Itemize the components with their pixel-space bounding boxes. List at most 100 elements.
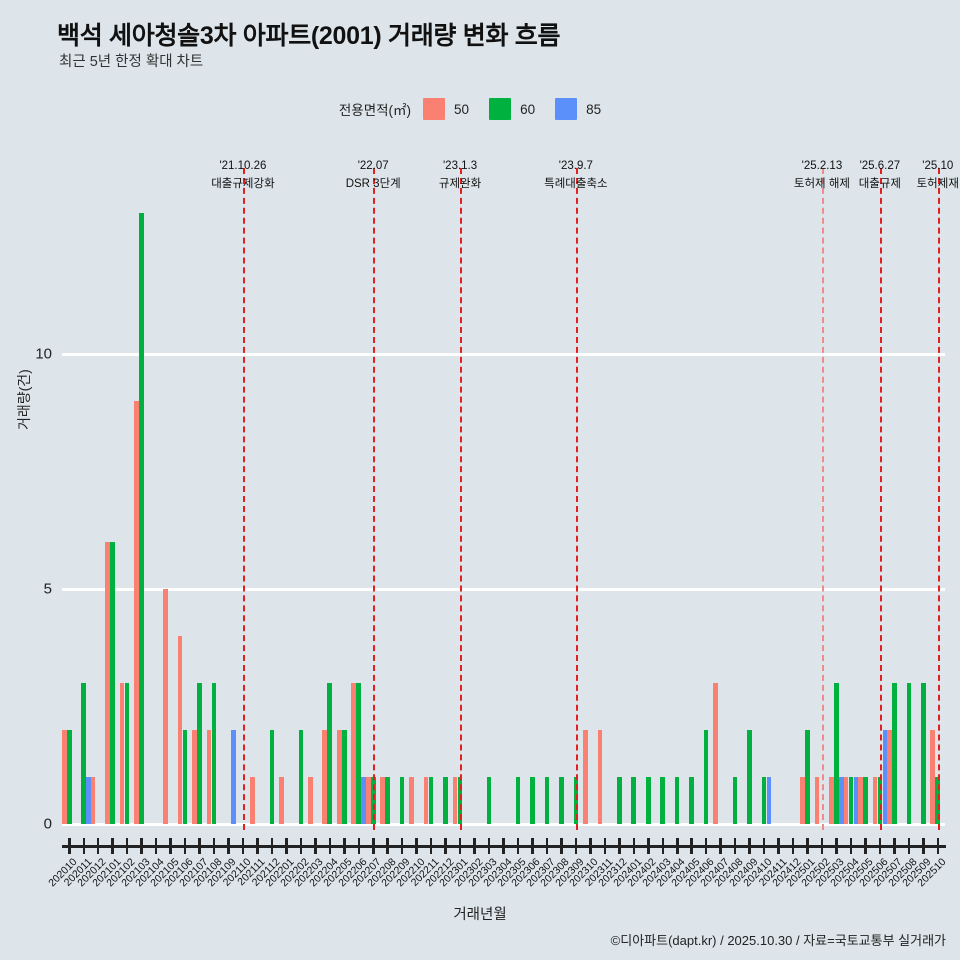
annotation-label-5: '25.6.27 대출규제 — [859, 160, 901, 191]
bar-50-202204 — [322, 730, 328, 824]
annotation-line-2 — [460, 168, 463, 830]
x-tick — [516, 838, 520, 854]
x-tick — [719, 838, 722, 854]
x-tick — [907, 838, 911, 854]
x-tick — [820, 838, 824, 854]
bar-60-202103 — [139, 213, 144, 824]
bar-50-202206 — [351, 683, 357, 824]
x-tick — [473, 838, 476, 854]
bar-60-202204 — [327, 683, 333, 824]
annotation-line-3 — [575, 168, 578, 830]
x-tick — [864, 838, 867, 854]
x-tick — [806, 838, 809, 854]
x-tick — [748, 838, 751, 854]
x-tick — [922, 838, 925, 854]
x-tick — [68, 838, 71, 854]
bar-50-202502 — [814, 777, 820, 824]
bar-60-202108 — [211, 683, 217, 824]
x-axis-title: 거래년월 — [453, 907, 507, 923]
bar-60-202503 — [834, 683, 839, 824]
x-tick — [285, 838, 288, 854]
bar-60-202305 — [515, 777, 521, 824]
x-tick — [372, 838, 375, 854]
annotation-text-0: 대출규제강화 — [211, 178, 275, 190]
x-tick — [458, 838, 462, 854]
bar-50-202205 — [336, 730, 342, 824]
gridline-5 — [62, 587, 945, 591]
x-tick — [386, 838, 389, 854]
annotation-text-6: 토허제재 — [916, 178, 959, 190]
bar-60-202403 — [660, 777, 666, 824]
bar-50-202102 — [119, 683, 125, 824]
legend-label-60: 60 — [520, 101, 536, 117]
annotation-date-0: '21.10.26 — [219, 160, 267, 172]
bar-85-202206 — [361, 777, 367, 824]
bar-50-202207 — [365, 777, 371, 824]
bar-60-202506 — [877, 777, 883, 824]
bar-50-202103 — [134, 401, 139, 824]
bar-60-202401 — [631, 777, 637, 824]
bar-50-202201 — [279, 777, 284, 824]
bar-60-202509 — [920, 683, 926, 824]
x-tick — [878, 838, 882, 854]
legend-title: 전용면적(㎡) — [338, 103, 412, 118]
bar-85-202011 — [86, 777, 91, 824]
x-tick — [936, 838, 940, 854]
legend-item-60[interactable]: 60 — [489, 98, 535, 120]
bar-50-202210 — [409, 777, 414, 824]
bar-60-202011 — [81, 683, 86, 824]
bar-50-202211 — [423, 777, 429, 824]
bar-50-202507 — [887, 730, 892, 824]
bar-50-202311 — [597, 730, 603, 824]
x-tick — [429, 838, 433, 854]
x-tick — [198, 838, 201, 854]
bar-60-202112 — [269, 730, 275, 824]
x-tick — [415, 838, 418, 854]
bar-50-202505 — [858, 777, 863, 824]
bar-60-202202 — [298, 730, 304, 824]
x-tick — [343, 838, 346, 854]
annotation-line-5 — [879, 168, 882, 830]
bar-50-202504 — [843, 777, 849, 824]
gridline-10 — [62, 352, 945, 356]
bar-50-202407 — [713, 683, 718, 824]
x-tick — [545, 838, 549, 854]
bar-60-202206 — [356, 683, 362, 824]
x-tick — [154, 838, 158, 854]
bar-50-202108 — [206, 730, 212, 824]
bar-60-202504 — [848, 777, 854, 824]
y-axis-title: 거래량(건) — [16, 369, 32, 430]
x-tick — [647, 838, 650, 854]
annotation-date-4: '25.2.13 — [801, 160, 843, 172]
x-tick — [531, 838, 534, 854]
bar-60-202501 — [805, 730, 810, 824]
bar-50-202106 — [177, 636, 183, 824]
bar-60-202303 — [486, 777, 492, 824]
x-tick — [589, 838, 592, 854]
bar-60-202308 — [559, 777, 564, 824]
bar-60-202107 — [197, 683, 202, 824]
x-tick — [502, 838, 505, 854]
annotation-date-1: '22.07 — [357, 160, 389, 172]
bar-85-202503 — [839, 777, 844, 824]
annotation-date-2: '23.1.3 — [442, 160, 478, 172]
x-tick — [212, 838, 216, 854]
bar-60-202101 — [110, 542, 115, 824]
legend-swatch-85 — [555, 98, 578, 120]
bar-50-202107 — [192, 730, 197, 824]
annotation-line-1 — [373, 168, 376, 830]
bar-60-202408 — [732, 777, 738, 824]
bar-60-202307 — [544, 777, 550, 824]
x-tick — [183, 838, 187, 854]
bar-60-202406 — [703, 730, 709, 824]
x-tick — [487, 838, 491, 854]
x-tick — [256, 838, 259, 854]
bar-60-202306 — [530, 777, 535, 824]
bar-50-202208 — [380, 777, 385, 824]
x-tick — [835, 838, 838, 854]
legend-item-50[interactable]: 50 — [423, 98, 469, 120]
x-tick — [704, 838, 708, 854]
legend-item-85[interactable]: 85 — [555, 98, 601, 120]
bar-50-202503 — [829, 777, 834, 824]
y-tick-label: 10 — [35, 345, 52, 363]
